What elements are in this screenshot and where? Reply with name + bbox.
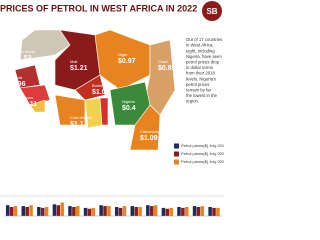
burkina: [74, 74, 106, 101]
legend-swatch: [174, 143, 179, 149]
country-price: $1.1: [70, 121, 84, 128]
bar: [68, 206, 72, 216]
note-line: levels. Nigeria's: [186, 76, 216, 81]
note-line: Out of 17 countries: [186, 37, 222, 42]
bar: [130, 206, 135, 216]
bar: [196, 207, 201, 216]
country-price: $0.88: [103, 143, 121, 150]
bar: [44, 207, 49, 216]
bar: [25, 207, 29, 216]
bar: [185, 207, 189, 216]
logo-circle: [202, 1, 222, 21]
note-line: petrol prices drop: [186, 60, 220, 65]
country-price: $1.07: [92, 89, 110, 96]
country-price: $1.02: [92, 135, 110, 142]
note-line: eight, including: [186, 48, 215, 53]
bar: [9, 207, 14, 216]
bar: [169, 207, 173, 216]
country-price: $0.96: [8, 81, 26, 88]
bar: [200, 206, 205, 216]
country-name: Gambia: [8, 75, 23, 80]
note-line: in West Africa,: [186, 43, 213, 48]
sierra-leone: [29, 99, 46, 113]
country-name: Cote d'Ivoire: [70, 115, 93, 120]
country-price: $0.4: [122, 105, 136, 112]
bar: [21, 206, 26, 216]
ghana: [84, 97, 103, 129]
country-name: Chad: [158, 59, 168, 64]
bar: [138, 207, 142, 216]
country-name: Sierra Leone: [8, 111, 32, 116]
legend-label: Petrol prices($) July 2020: [181, 151, 224, 156]
infographic: PRICES OF PETROL IN WEST AFRICA IN 2022 …: [0, 1, 228, 217]
note-line: region.: [186, 99, 199, 104]
bar: [177, 207, 181, 216]
bar: [118, 207, 123, 216]
note-line: petrol prices: [186, 82, 209, 87]
bar: [216, 207, 220, 216]
cote-divoire: [54, 94, 86, 126]
bar: [13, 206, 18, 216]
bar: [149, 206, 154, 216]
bar: [146, 205, 150, 216]
bar: [91, 207, 96, 216]
country-name: Niger: [118, 52, 128, 57]
cameroon: [129, 104, 161, 151]
bar: [161, 207, 166, 216]
country-price: $0.86: [8, 117, 26, 124]
note-line: the lowest in the: [186, 93, 218, 98]
country-name: Cape Verde: [14, 49, 36, 54]
bar: [107, 206, 111, 216]
country-name: Guinea: [20, 95, 34, 100]
bar: [76, 206, 80, 216]
bar: [72, 207, 76, 216]
bar: [114, 207, 119, 216]
bar: [60, 202, 64, 216]
title: PRICES OF PETROL IN WEST AFRICA IN 2022: [0, 3, 197, 13]
bar: [103, 206, 107, 216]
country-price: $1.52: [14, 55, 32, 62]
bar: [99, 205, 103, 216]
note-line: in dollar terms: [186, 65, 213, 70]
country-price: $1.09: [140, 135, 158, 142]
bar: [153, 205, 158, 216]
bar: [5, 205, 10, 216]
legend-swatch: [174, 159, 179, 165]
bar: [192, 206, 197, 216]
country-name: Burkina Faso: [92, 83, 116, 88]
bar: [181, 207, 185, 216]
bar: [56, 205, 61, 216]
bar: [29, 205, 33, 216]
bar: [83, 207, 88, 216]
country-price: $1.11: [20, 101, 37, 108]
bar: [208, 207, 212, 216]
country-name: Togo: [103, 137, 112, 142]
bar: [52, 204, 57, 216]
logo: SB: [206, 7, 217, 16]
bar: [165, 208, 170, 216]
guinea: [19, 84, 51, 106]
note-line: remain by far: [186, 88, 212, 93]
bar: [134, 207, 138, 216]
note-line: Nigeria, have seen: [186, 54, 222, 59]
country-price: $1.21: [70, 65, 88, 72]
note-line: from their 2018: [186, 71, 216, 76]
country-name: Ghana: [92, 129, 105, 134]
bar: [122, 206, 127, 216]
country-price: $0.97: [118, 58, 136, 65]
country-name: Nigeria: [122, 99, 135, 104]
map: [14, 29, 176, 151]
togo: [99, 97, 109, 126]
country-name: Mali: [70, 59, 77, 64]
bar: [87, 208, 92, 216]
bar: [40, 207, 45, 216]
legend-label: Petrol prices($) July 2018: [181, 143, 224, 148]
legend-label: Petrol prices($) July 2022: [181, 159, 224, 164]
country-price: $0.89: [158, 65, 176, 72]
legend-swatch: [174, 151, 179, 157]
senegal: [14, 64, 41, 89]
bar: [212, 207, 216, 216]
bar: [37, 207, 41, 216]
country-name: Cameroon: [140, 129, 159, 134]
